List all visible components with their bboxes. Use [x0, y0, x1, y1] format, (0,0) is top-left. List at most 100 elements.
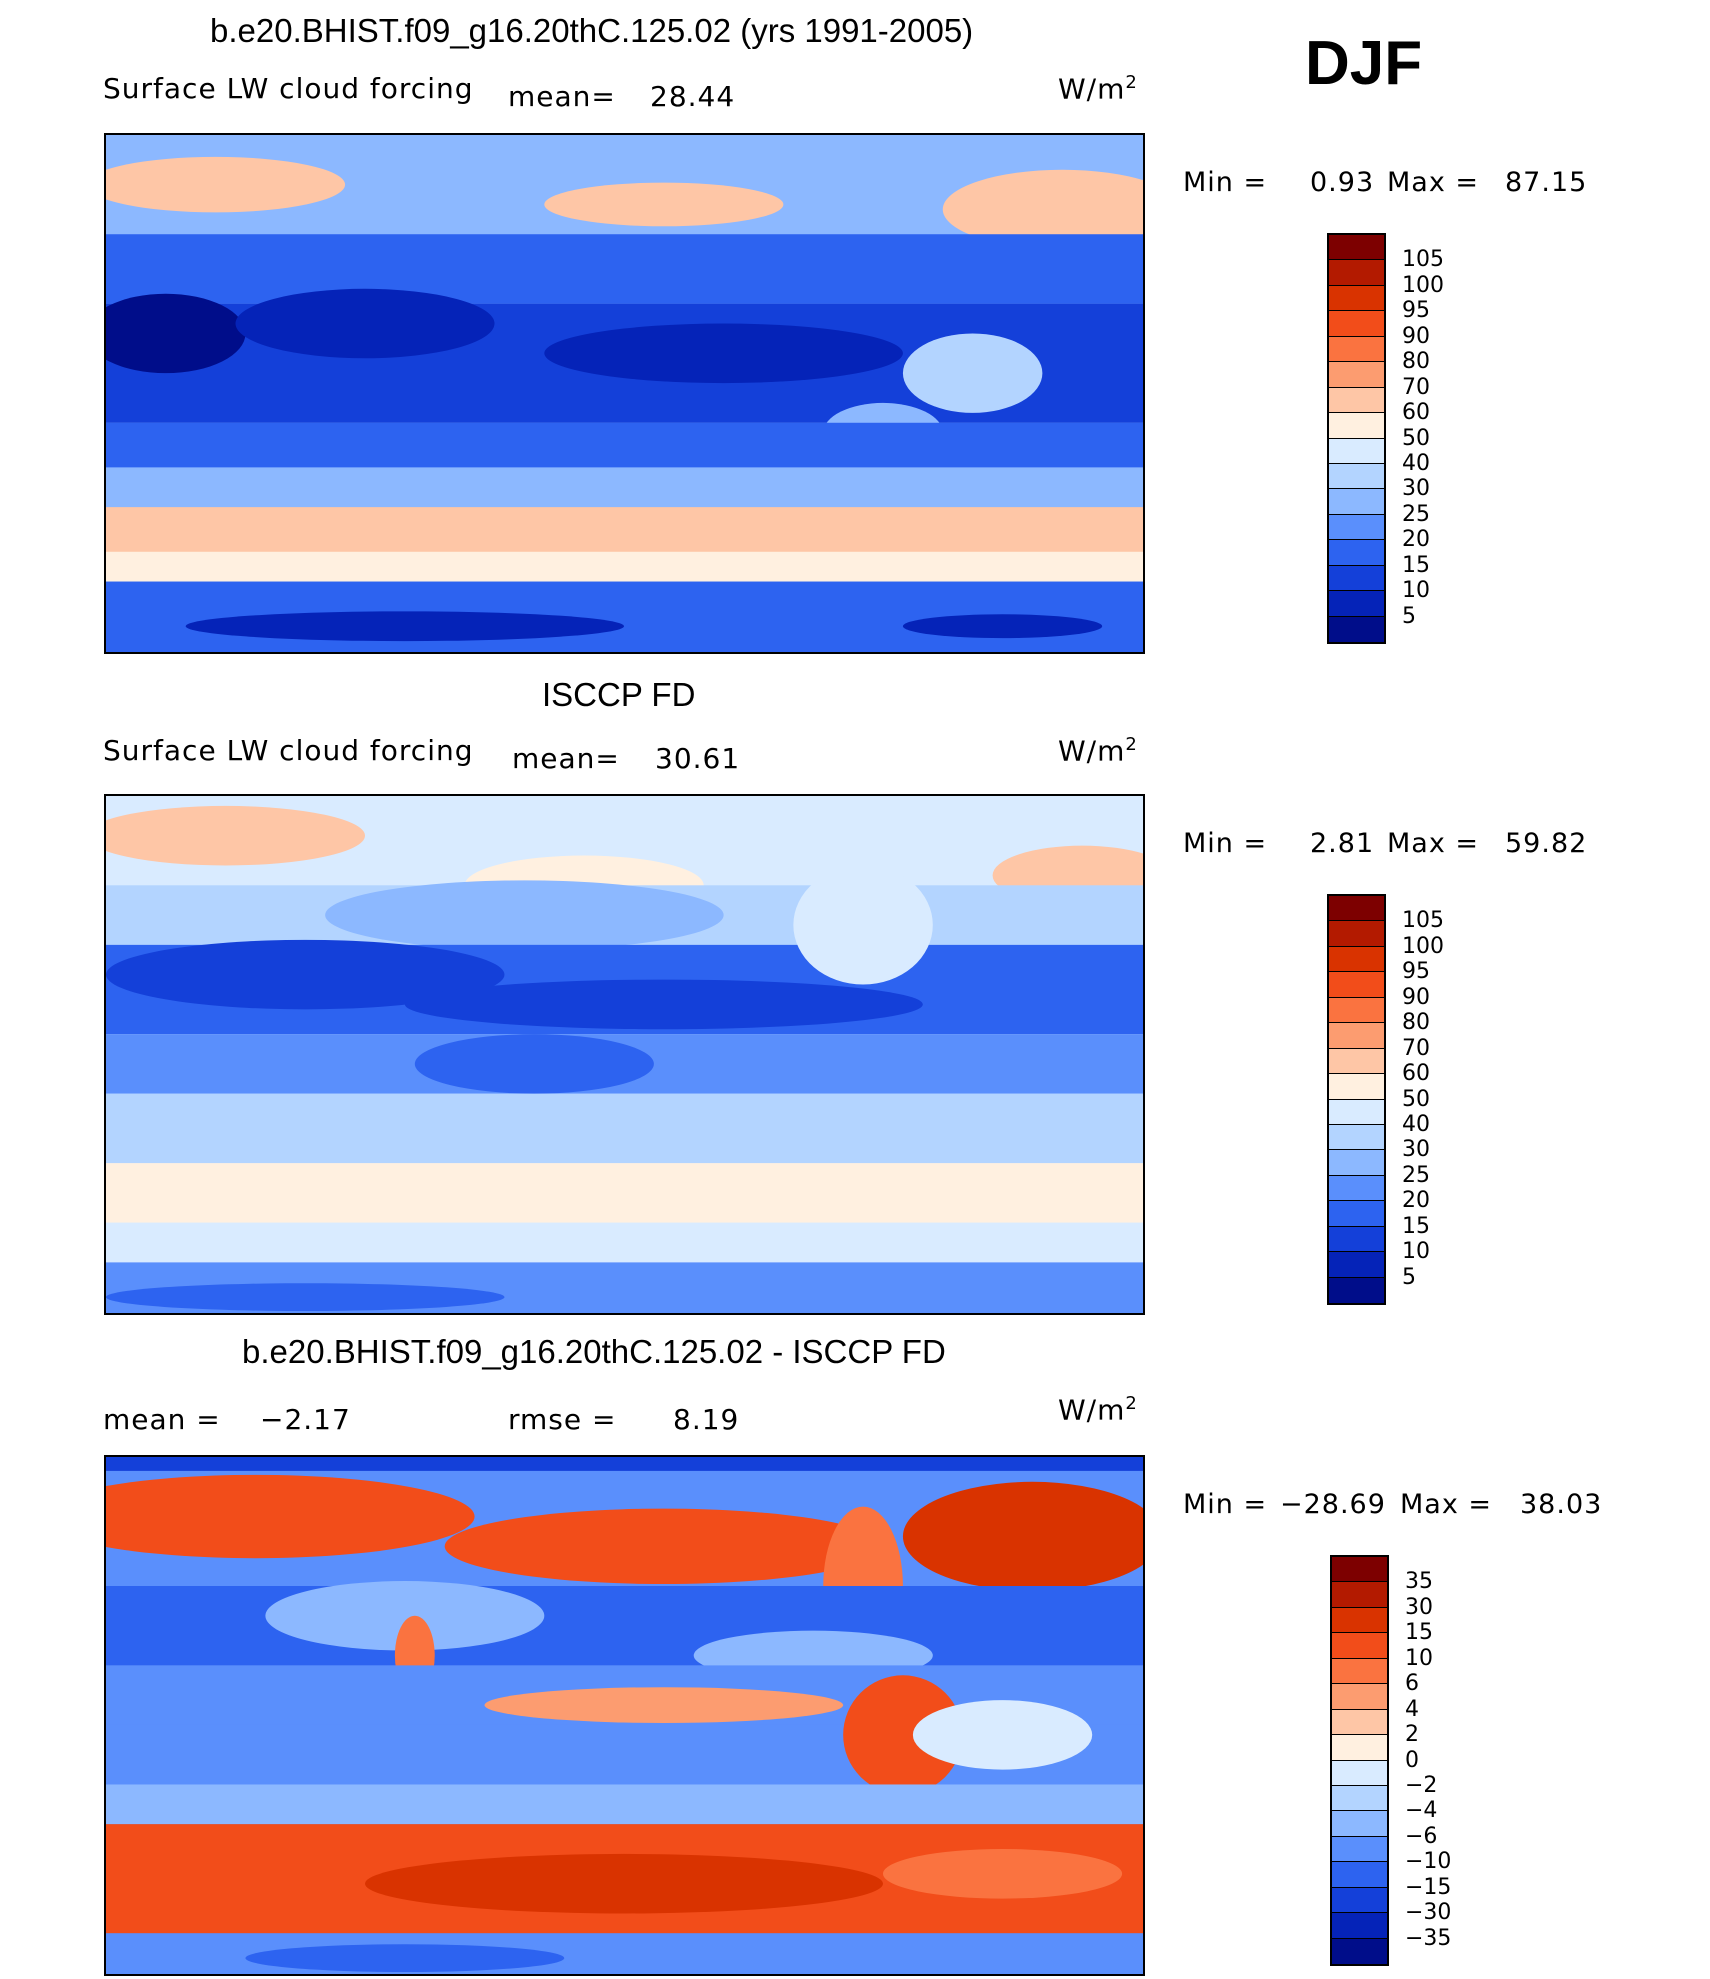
colorbar-swatch [1332, 1913, 1387, 1939]
colorbar-swatch [1329, 1175, 1384, 1202]
panel1-title: b.e20.BHIST.f09_g16.20thC.125.02 (yrs 19… [210, 12, 974, 49]
colorbar-swatch [1332, 1557, 1387, 1583]
panel2-mean-value: 30.61 [655, 742, 741, 775]
panel1-map [104, 133, 1145, 654]
panel2-max-value: 59.82 [1505, 828, 1588, 859]
panel2-units: W/m2 [1058, 734, 1138, 768]
colorbar-swatch [1332, 1582, 1387, 1608]
colorbar-swatch [1329, 946, 1384, 973]
colorbar-swatch [1332, 1760, 1387, 1786]
colorbar-tick-label: 105 [1402, 247, 1444, 273]
colorbar-tick-label: 30 [1402, 476, 1430, 502]
panel1-units: W/m2 [1058, 72, 1138, 106]
colorbar-tick-label: 25 [1402, 1162, 1430, 1188]
colorbar-tick-label: 100 [1402, 933, 1444, 959]
colorbar-swatch [1329, 1023, 1384, 1049]
colorbar-swatch [1332, 1811, 1387, 1837]
colorbar-swatch [1332, 1785, 1387, 1812]
colorbar-swatch [1332, 1938, 1387, 1964]
colorbar-tick-label: 2 [1405, 1722, 1419, 1748]
colorbar-swatch [1329, 311, 1384, 337]
panel2-min-value: 2.81 [1310, 828, 1375, 859]
colorbar-tick-label: 10 [1402, 1239, 1430, 1265]
colorbar-tick-label: 40 [1402, 450, 1430, 476]
colorbar-tick-label: 95 [1402, 959, 1430, 985]
panel3-colorbar [1330, 1555, 1389, 1966]
colorbar-swatch [1329, 1124, 1384, 1151]
panel3-max-label: Max = [1400, 1489, 1493, 1520]
colorbar-tick-label: −2 [1405, 1772, 1438, 1798]
colorbar-swatch [1329, 1099, 1384, 1125]
colorbar-tick-label: −6 [1405, 1823, 1438, 1849]
colorbar-swatch [1329, 413, 1384, 439]
panel1-min-label: Min = [1183, 167, 1268, 198]
colorbar-tick-label: 5 [1402, 1264, 1416, 1290]
panel1-colorbar [1327, 233, 1386, 644]
panel3-min-label: Min = [1183, 1489, 1268, 1520]
panel2-variable: Surface LW cloud forcing [103, 734, 474, 767]
panel1-max-label: Max = [1387, 167, 1480, 198]
colorbar-swatch [1329, 387, 1384, 414]
panel3-units: W/m2 [1058, 1393, 1138, 1427]
panel3-title: b.e20.BHIST.f09_g16.20thC.125.02 - ISCCP… [242, 1333, 946, 1370]
colorbar-swatch [1329, 972, 1384, 998]
colorbar-swatch [1329, 540, 1384, 566]
colorbar-swatch [1329, 565, 1384, 592]
colorbar-tick-label: 10 [1402, 578, 1430, 604]
panel1-mean-label: mean= [508, 80, 616, 113]
colorbar-swatch [1329, 463, 1384, 490]
colorbar-tick-label: −10 [1405, 1849, 1452, 1875]
colorbar-tick-label: 0 [1405, 1747, 1419, 1773]
colorbar-swatch [1332, 1836, 1387, 1863]
colorbar-swatch [1332, 1709, 1387, 1736]
panel1-min-value: 0.93 [1310, 167, 1375, 198]
panel3-rmse-label: rmse = [508, 1403, 617, 1436]
colorbar-tick-label: 50 [1402, 425, 1430, 451]
colorbar-swatch [1329, 1048, 1384, 1075]
panel2-min-label: Min = [1183, 828, 1268, 859]
colorbar-tick-label: 60 [1402, 400, 1430, 426]
colorbar-tick-label: −35 [1405, 1925, 1452, 1951]
colorbar-tick-label: 5 [1402, 603, 1416, 629]
colorbar-tick-label: 15 [1402, 1213, 1430, 1239]
colorbar-swatch [1329, 591, 1384, 617]
colorbar-tick-label: −15 [1405, 1874, 1452, 1900]
panel3-map-field [106, 1457, 1143, 1974]
colorbar-swatch [1332, 1887, 1387, 1914]
colorbar-tick-label: 35 [1405, 1569, 1433, 1595]
colorbar-tick-label: 95 [1402, 298, 1430, 324]
colorbar-tick-label: 10 [1405, 1645, 1433, 1671]
panel3-max-value: 38.03 [1520, 1489, 1603, 1520]
colorbar-tick-label: −30 [1405, 1900, 1452, 1926]
colorbar-swatch [1329, 285, 1384, 312]
panel1-mean-value: 28.44 [650, 80, 736, 113]
panel3-mean-value: −2.17 [260, 1403, 351, 1436]
colorbar-swatch [1329, 260, 1384, 286]
colorbar-swatch [1329, 336, 1384, 363]
colorbar-swatch [1332, 1684, 1387, 1710]
colorbar-swatch [1329, 514, 1384, 541]
colorbar-tick-label: 15 [1402, 552, 1430, 578]
colorbar-swatch [1329, 362, 1384, 388]
panel2-max-label: Max = [1387, 828, 1480, 859]
panel3-map [104, 1455, 1145, 1976]
colorbar-tick-label: 80 [1402, 349, 1430, 375]
colorbar-tick-label: 15 [1405, 1620, 1433, 1646]
colorbar-swatch [1332, 1607, 1387, 1634]
panel2-map-field [106, 796, 1143, 1313]
colorbar-tick-label: 6 [1405, 1671, 1419, 1697]
panel1-max-value: 87.15 [1505, 167, 1588, 198]
colorbar-tick-label: 80 [1402, 1010, 1430, 1036]
colorbar-swatch [1332, 1658, 1387, 1685]
colorbar-tick-label: 100 [1402, 272, 1444, 298]
panel1-map-field [106, 135, 1143, 652]
colorbar-tick-label: −4 [1405, 1798, 1438, 1824]
colorbar-tick-label: 20 [1402, 527, 1430, 553]
colorbar-tick-label: 60 [1402, 1061, 1430, 1087]
colorbar-tick-label: 50 [1402, 1086, 1430, 1112]
colorbar-tick-label: 25 [1402, 501, 1430, 527]
colorbar-swatch [1329, 1277, 1384, 1303]
colorbar-swatch [1329, 1074, 1384, 1100]
colorbar-swatch [1329, 896, 1384, 922]
colorbar-tick-label: 4 [1405, 1696, 1419, 1722]
